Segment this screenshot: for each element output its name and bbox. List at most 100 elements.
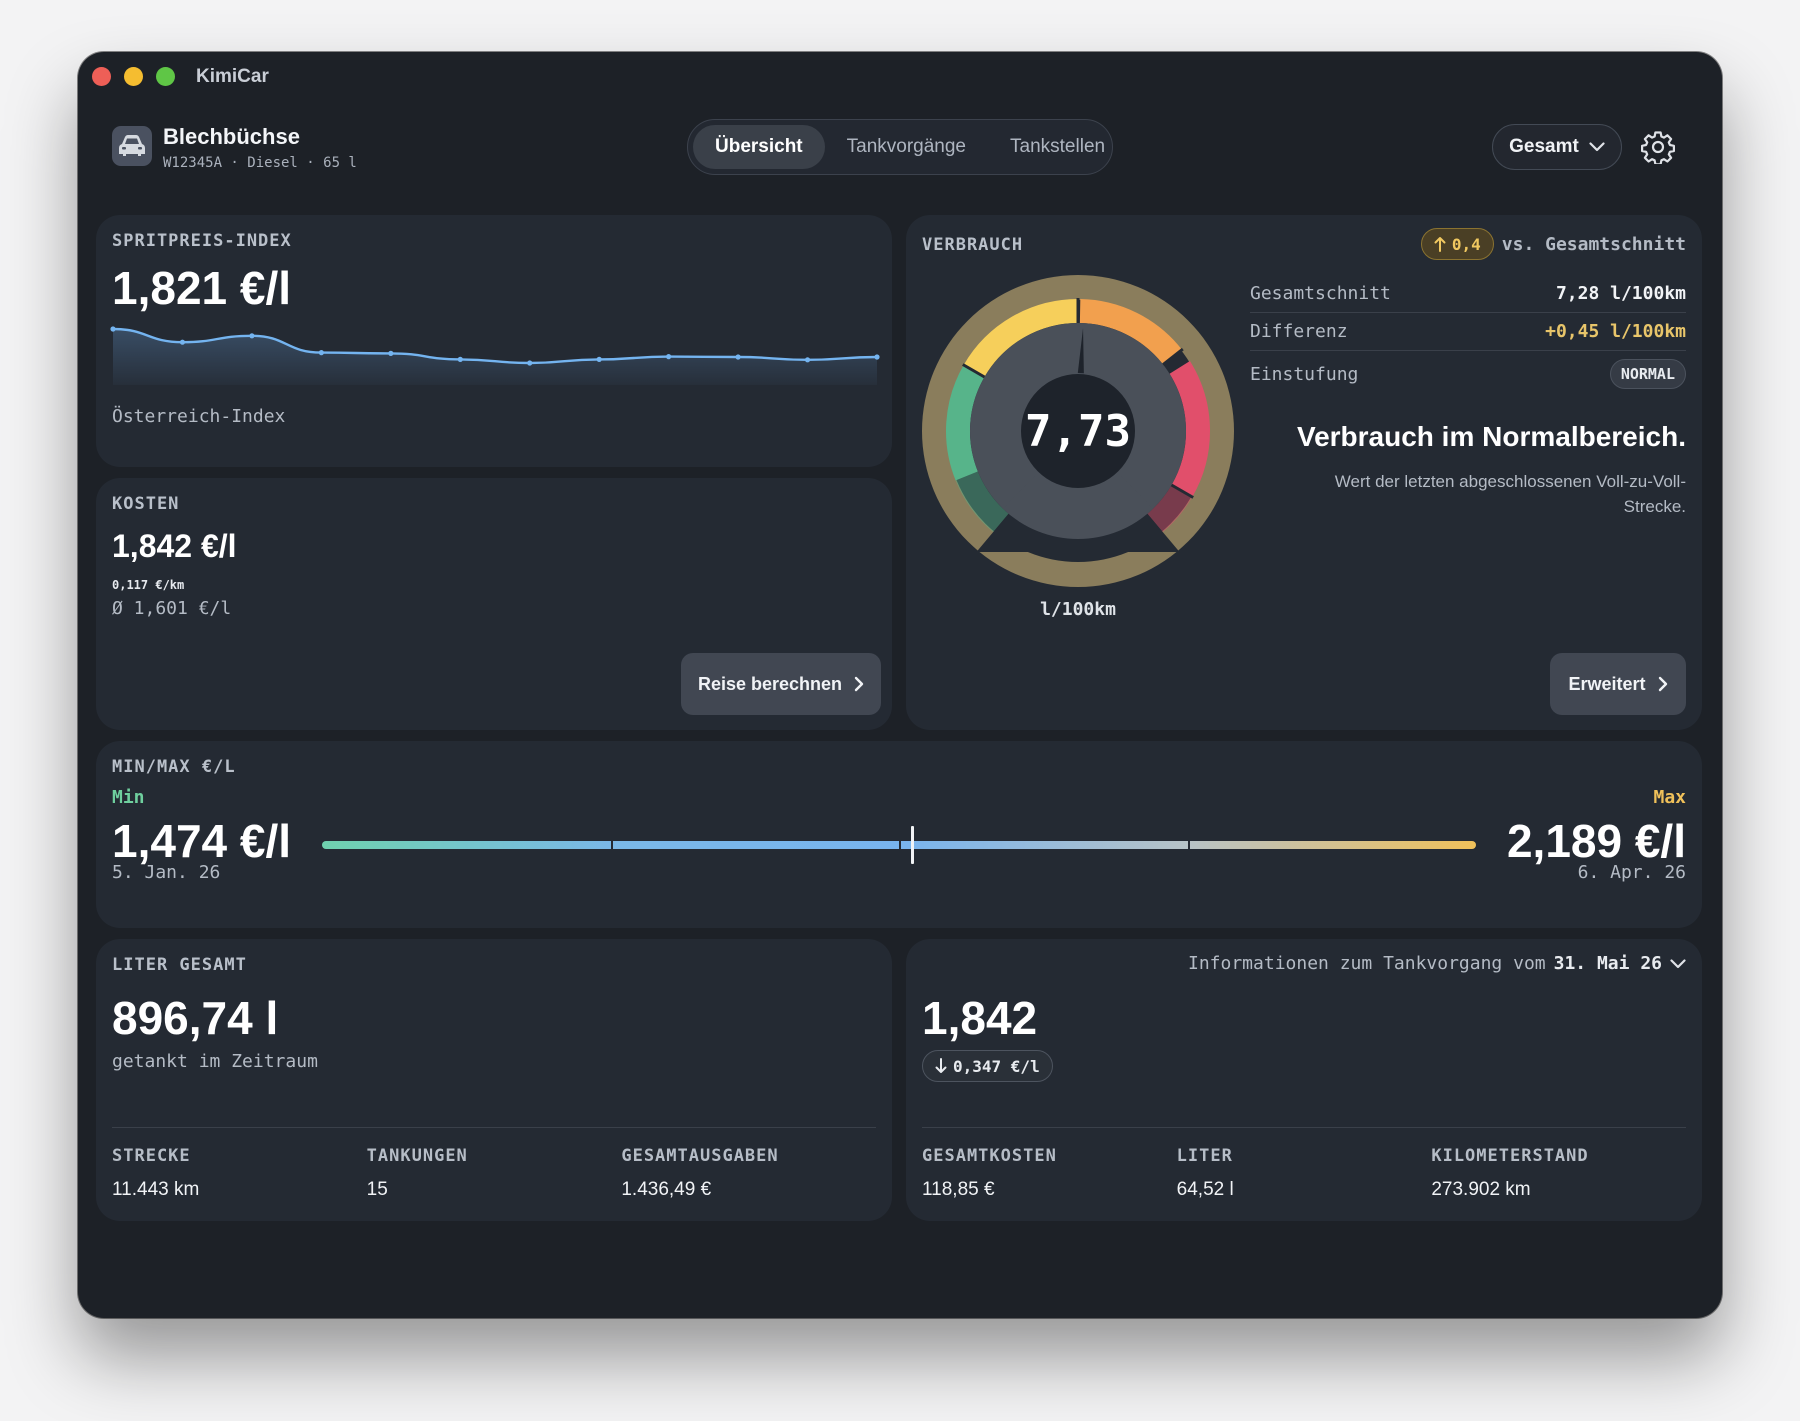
cost-per-km: 0,117 €/km: [112, 578, 185, 592]
consumption-description: Wert der letzten abgeschlossenen Voll-zu…: [1334, 472, 1686, 516]
car-icon: [112, 126, 152, 166]
chevron-down-icon: [1670, 958, 1686, 968]
range-tick: [899, 841, 901, 849]
total-liters-caption: getankt im Zeitraum: [112, 1051, 318, 1072]
min-max-price-card: MIN/MAX €/L Min Max 1,474 €/l 2,189 €/l …: [96, 741, 1702, 928]
calculate-trip-button[interactable]: Reise berechnen: [681, 653, 881, 715]
tab-tankvorgaenge[interactable]: Tankvorgänge: [846, 136, 967, 157]
consumption-headline: Verbrauch im Normalbereich.: [1296, 421, 1686, 452]
stat-value: 273.902 km: [1431, 1179, 1531, 1200]
arrow-up-icon: [1434, 237, 1446, 252]
sparkline-point: [249, 333, 255, 339]
consumption-card: VERBRAUCH 0,4 vs. Gesamtschnitt 7,73 l/1…: [906, 215, 1702, 730]
card-label: SPRITPREIS-INDEX: [112, 231, 292, 251]
gauge-tick: [1170, 483, 1194, 499]
sparkline-point: [388, 350, 394, 356]
refuel-price-value: 1,842: [922, 992, 1038, 1044]
gauge-tick: [962, 363, 986, 379]
gauge-tick: [1162, 347, 1184, 366]
sparkline-point: [318, 350, 324, 356]
costs-card: KOSTEN 1,842 €/l 0,117 €/km Ø 1,601 €/l …: [96, 478, 892, 730]
range-tick: [610, 841, 613, 849]
stat-total-cost: GESAMTKOSTEN 118,85 €: [922, 1146, 1177, 1201]
sparkline-point: [804, 357, 811, 363]
stat-total-spend: GESAMTAUSGABEN 1.436,49 €: [621, 1146, 876, 1201]
gauge-segment: [963, 299, 1079, 378]
divider: [112, 1127, 876, 1128]
vehicle-name: Blechbüchse: [163, 124, 300, 149]
app-title: KimiCar: [196, 66, 269, 87]
stat-row-average: Gesamtschnitt 7,28 l/100km: [1250, 275, 1686, 313]
index-caption: Österreich-Index: [112, 406, 286, 427]
refuel-date: 31. Mai 26: [1553, 953, 1662, 974]
chevron-down-icon: [1589, 142, 1605, 152]
stat-value: 15: [366, 1179, 388, 1200]
stat-value: 11.443 km: [112, 1179, 200, 1200]
sparkline-point: [457, 356, 463, 362]
max-label: Max: [1653, 787, 1686, 808]
stat-label: LITER: [1176, 1146, 1233, 1166]
sparkline-point: [527, 360, 533, 366]
max-price: 2,189 €/l: [1506, 815, 1686, 867]
advanced-button[interactable]: Erweitert: [1550, 653, 1686, 715]
stat-distance: STRECKE 11.443 km: [112, 1146, 367, 1201]
stat-value: 118,85 €: [922, 1179, 995, 1200]
tab-uebersicht[interactable]: Übersicht: [693, 125, 825, 169]
gauge-segment: [955, 471, 1009, 533]
gauge-value: 7,73: [1025, 406, 1131, 457]
zoom-window-button[interactable]: [156, 67, 175, 86]
card-label: VERBRAUCH: [922, 235, 1024, 255]
title-bar: KimiCar: [78, 52, 1722, 102]
range-tick: [1187, 841, 1190, 849]
stat-label: TANKUNGEN: [366, 1146, 468, 1166]
refuel-date-selector[interactable]: Informationen zum Tankvorgang vom 31. Ma…: [1188, 953, 1686, 974]
refuel-info-header: Informationen zum Tankvorgang vom: [1188, 953, 1546, 974]
consumption-gauge: 7,73: [922, 275, 1234, 587]
total-liters-value: 896,74 l: [112, 992, 279, 1044]
current-price-marker: [910, 826, 914, 864]
stat-value: +0,45 l/100km: [1545, 321, 1686, 342]
minimize-window-button[interactable]: [124, 67, 143, 86]
stat-liters: LITER 64,52 l: [1177, 1146, 1432, 1201]
stat-value: 7,28 l/100km: [1555, 283, 1686, 304]
sparkline-point: [110, 326, 116, 332]
stat-label: GESAMTKOSTEN: [922, 1146, 1057, 1166]
stat-label: STRECKE: [112, 1146, 191, 1166]
trend-badge: 0,4: [1420, 228, 1494, 260]
vehicle-meta: W12345A · Diesel · 65 l: [163, 155, 357, 171]
gauge-hub: [1021, 374, 1135, 488]
refuel-info-card: Informationen zum Tankvorgang vom 31. Ma…: [906, 939, 1702, 1221]
chevron-right-icon: [854, 676, 864, 692]
min-label: Min: [112, 787, 145, 808]
trend-indicator: 0,4 vs. Gesamtschnitt: [1420, 228, 1686, 260]
min-price: 1,474 €/l: [112, 815, 292, 867]
card-label: MIN/MAX €/L: [112, 757, 236, 777]
price-delta-value: 0,347 €/l: [953, 1056, 1040, 1076]
gauge-segment: [1079, 299, 1183, 365]
period-dropdown[interactable]: Gesamt: [1492, 124, 1622, 170]
sparkline-line: [112, 327, 878, 365]
price-delta-badge: 0,347 €/l: [922, 1050, 1053, 1082]
sparkline-area: [113, 329, 877, 385]
trend-comparison-text: vs. Gesamtschnitt: [1501, 233, 1686, 255]
stat-value: 64,52 l: [1176, 1179, 1234, 1200]
stat-label: GESAMTAUSGABEN: [621, 1146, 779, 1166]
close-window-button[interactable]: [92, 67, 111, 86]
min-date: 5. Jan. 26: [112, 862, 221, 883]
average-cost: Ø 1,601 €/l: [112, 598, 232, 619]
app-window: KimiCar Blechbüchse W12345A · Diesel · 6…: [78, 52, 1722, 1318]
divider: [922, 1127, 1686, 1128]
fuel-price-index-card: SPRITPREIS-INDEX 1,821 €/l Österreich-In…: [96, 215, 892, 467]
price-range-bar: [322, 826, 1476, 864]
stat-key: Differenz: [1250, 321, 1348, 342]
fuel-price-index-value: 1,821 €/l: [112, 262, 292, 314]
tab-tankstellen[interactable]: Tankstellen: [1010, 136, 1106, 157]
gauge-segment: [946, 365, 985, 481]
stat-value: 1.436,49 €: [621, 1179, 712, 1200]
card-label: LITER GESAMT: [112, 955, 247, 975]
stat-key: Gesamtschnitt: [1250, 283, 1391, 304]
consumption-stats: Gesamtschnitt 7,28 l/100km Differenz +0,…: [1250, 275, 1686, 397]
settings-gear-icon[interactable]: [1641, 130, 1675, 164]
gauge-segment: [1169, 361, 1210, 497]
trend-badge-value: 0,4: [1451, 234, 1481, 254]
